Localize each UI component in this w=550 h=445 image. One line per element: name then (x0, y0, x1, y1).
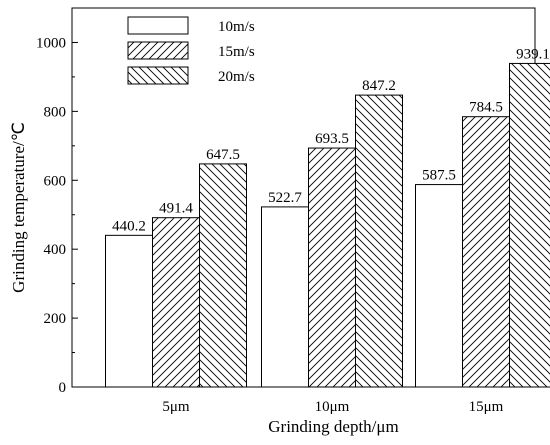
bar-10m-s-1 (261, 206, 309, 388)
bar-15m-s-1 (308, 147, 356, 388)
bar-value-label: 847.2 (362, 78, 396, 94)
y-tick-label: 1000 (36, 35, 66, 51)
y-tick-label: 600 (44, 173, 67, 189)
bar-value-labels: 440.2 522.7 587.5 491.4 693.5 784.5 647.5 847.2… (112, 46, 550, 234)
x-axis: 5μm 10μm 15μm (162, 382, 504, 415)
y-tick-label: 800 (44, 104, 67, 120)
bar-20m-s-1 (355, 94, 403, 388)
y-axis: 0 200 400 600 800 1000 (36, 35, 78, 396)
bar-value-label: 693.5 (315, 131, 349, 147)
bar-value-label: 784.5 (469, 100, 503, 116)
bar-10m-s-0 (105, 234, 153, 388)
bar-value-label: 440.2 (112, 218, 146, 234)
x-axis-label: Grinding depth/μm (268, 417, 398, 436)
y-tick-label: 0 (59, 380, 67, 396)
legend-swatch (127, 66, 189, 85)
legend-label: 15m/s (218, 44, 255, 60)
x-tick-label: 5μm (162, 399, 190, 415)
bars (105, 62, 550, 388)
bar-10m-s-2 (415, 184, 463, 388)
bar-20m-s-2 (509, 62, 550, 388)
y-axis-label: Grinding temperature/℃ (9, 122, 28, 293)
bar-value-label: 939.1 (516, 46, 550, 62)
bar-value-label: 491.4 (159, 201, 193, 217)
y-tick-label: 400 (44, 242, 67, 258)
bar-15m-s-0 (152, 217, 200, 388)
legend-label: 20m/s (218, 69, 255, 85)
bar-value-label: 522.7 (268, 190, 302, 206)
y-tick-label: 200 (44, 311, 67, 327)
x-tick-label: 15μm (469, 399, 504, 415)
legend-label: 10m/s (218, 19, 255, 35)
bar-15m-s-2 (462, 116, 510, 388)
x-tick-label: 10μm (315, 399, 350, 415)
bar-20m-s-0 (199, 163, 247, 388)
legend-swatch (127, 16, 189, 35)
legend: 10m/s 15m/s 20m/s (127, 16, 255, 85)
bar-value-label: 587.5 (422, 168, 456, 184)
bar-value-label: 647.5 (206, 147, 240, 163)
legend-swatch (127, 41, 189, 60)
